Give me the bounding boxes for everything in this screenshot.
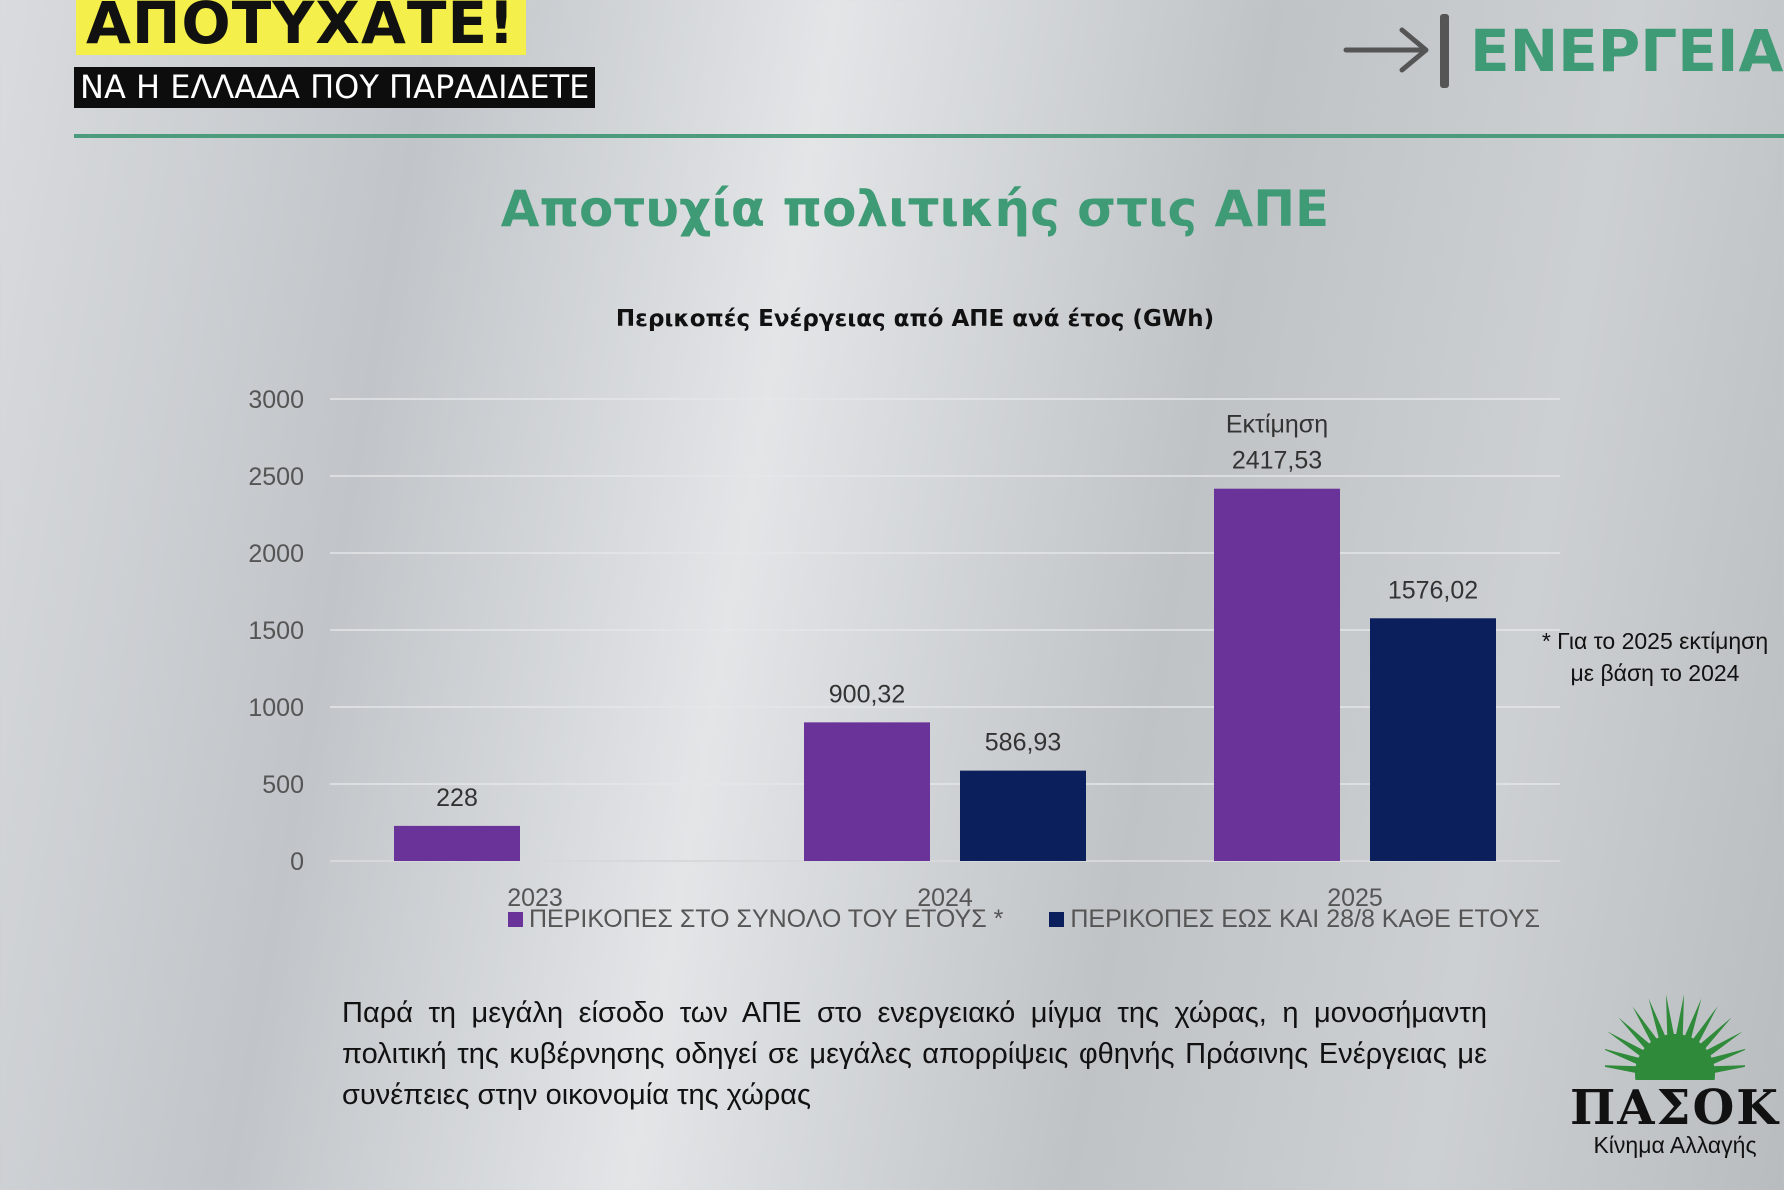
legend-swatch-until-august	[1049, 912, 1065, 927]
y-tick-label: 2000	[248, 540, 304, 568]
banner-title: ΑΠΟΤΥΧΑΤΕ!	[76, 0, 526, 55]
legend-label-until-august: ΠΕΡΙΚΟΠΕΣ ΕΩΣ ΚΑΙ 28/8 ΚΑΘΕ ΕΤΟΥΣ	[1070, 905, 1540, 933]
header-divider	[74, 134, 1784, 138]
chart-title: Περικοπές Ενέργειας από ΑΠΕ ανά έτος (GW…	[615, 306, 1215, 332]
section-label: ΕΝΕΡΓΕΙΑ	[1470, 17, 1784, 85]
page-title: Αποτυχία πολιτικής στις ΑΠΕ	[500, 180, 1330, 238]
y-tick-label: 1500	[248, 617, 304, 645]
data-label: 900,32	[829, 680, 905, 708]
estimate-note: * Για το 2025 εκτίμηση με βάση το 2024	[1541, 628, 1769, 686]
bar	[1214, 488, 1340, 861]
annotation-label: Εκτίμηση	[1226, 411, 1328, 439]
data-label: 228	[436, 784, 478, 812]
x-tick-label: 2024	[917, 884, 973, 912]
y-tick-label: 3000	[248, 386, 304, 414]
data-label: 2417,53	[1232, 447, 1322, 475]
banner-subtitle: ΝΑ Η ΕΛΛΑΔΑ ΠΟΥ ΠΑΡΑΔΙΔΕΤΕ	[74, 67, 596, 108]
x-tick-label: 2023	[507, 884, 563, 912]
green-sun-icon	[1595, 994, 1755, 1114]
arrow-bar-icon	[1343, 14, 1449, 88]
bar	[960, 770, 1086, 861]
bar	[394, 825, 520, 861]
party-tagline: Κίνημα Αλλαγής	[1593, 1132, 1757, 1158]
party-name: ΠΑΣΟΚ	[1569, 1080, 1781, 1136]
chart-legend: ΠΕΡΙΚΟΠΕΣ ΣΤΟ ΣΥΝΟΛΟ ΤΟΥ ΕΤΟΥΣ * ΠΕΡΙΚΟΠ…	[508, 905, 1540, 934]
y-tick-label: 2500	[248, 463, 304, 491]
summary-paragraph: Παρά τη μεγάλη είσοδο των ΑΠΕ στο ενεργε…	[342, 997, 1487, 1111]
data-label: 1576,02	[1388, 576, 1478, 604]
legend-item-until-august: ΠΕΡΙΚΟΠΕΣ ΕΩΣ ΚΑΙ 28/8 ΚΑΘΕ ΕΤΟΥΣ	[1049, 905, 1540, 934]
y-tick-label: 500	[262, 771, 304, 799]
party-logo: ΠΑΣΟΚ Κίνημα Αλλαγής	[1566, 988, 1784, 1159]
legend-item-total: ΠΕΡΙΚΟΠΕΣ ΣΤΟ ΣΥΝΟΛΟ ΤΟΥ ΕΤΟΥΣ *	[508, 905, 1003, 934]
legend-label-total: ΠΕΡΙΚΟΠΕΣ ΣΤΟ ΣΥΝΟΛΟ ΤΟΥ ΕΤΟΥΣ *	[529, 905, 1004, 933]
bar	[1370, 618, 1496, 861]
bar	[804, 722, 930, 861]
y-tick-label: 1000	[248, 694, 304, 722]
y-tick-label: 0	[290, 848, 304, 876]
data-label: 586,93	[985, 729, 1061, 757]
sun-disc	[1635, 1034, 1715, 1114]
x-tick-label: 2025	[1327, 884, 1383, 912]
legend-swatch-total	[508, 912, 523, 927]
